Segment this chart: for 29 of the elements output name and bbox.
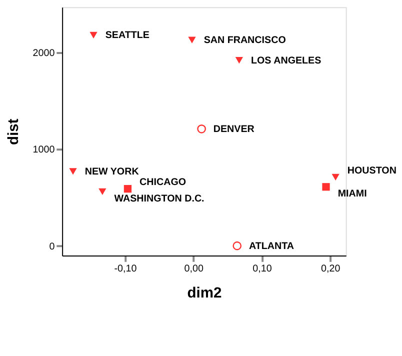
annotation: LOS ANGELES [250,55,322,66]
x-tick-label: 0,00 [184,264,204,275]
y-axis-title: dist [6,118,22,145]
annotation: CHICAGO [140,176,186,188]
annotation: ATLANTA [248,240,294,252]
y-tick-label: 1000 [32,144,56,156]
y-tick-label: 0 [49,241,56,252]
point [90,32,98,39]
point [332,174,340,181]
annotation: SAN FRANCISCO [204,34,286,46]
x-tick-label: 0,20 [321,264,341,275]
annotation: NEW YORK [84,166,140,178]
annotation: WASHINGTON D.C. [114,194,205,205]
annotation: MIAMI [338,188,368,200]
point [124,185,132,193]
x-tick-label: 0,10 [252,264,272,275]
point [188,36,196,44]
x-axis-title: dim2 [187,285,222,302]
annotation: SEATTLE [105,30,150,42]
point [235,57,243,64]
point [98,188,106,196]
point [69,168,77,175]
point [232,241,242,250]
annotation: DENVER [213,124,254,135]
point [322,183,330,191]
x-tick-label: -0,10 [114,264,138,275]
point [197,124,206,134]
y-tick-label: 2000 [32,48,56,60]
annotation: HOUSTON [347,165,396,176]
